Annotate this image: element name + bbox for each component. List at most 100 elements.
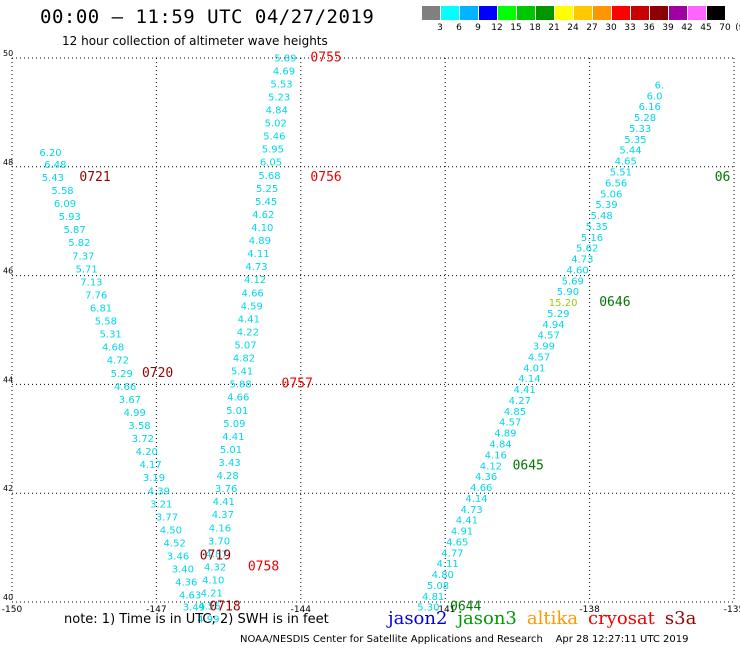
swh-value: 4.17 [139,460,161,471]
time-label: 0644 [450,600,481,615]
footer-note: note: 1) Time is in UTC; 2) SWH is in fe… [64,612,329,627]
swh-value: 4.66 [242,288,264,299]
swh-value: 5.87 [63,225,85,236]
swh-value: 4.12 [244,275,266,286]
swh-value: 4.41 [238,314,260,325]
time-label: 0718 [209,600,240,615]
swh-value: 5.23 [268,92,290,103]
swh-value: 4.41 [213,497,235,508]
swh-value: 5.43 [42,173,64,184]
swh-value: 4.85 [504,407,526,418]
swh-value: 4.56 [198,602,220,613]
swh-value: 5.48 [591,211,613,222]
swh-value: 4.10 [202,576,224,587]
swh-value: 4.72 [107,356,129,367]
swh-value: 4.94 [542,320,564,331]
legend-swatch [555,6,574,20]
swh-value: 4.69 [273,66,295,77]
swh-value: 4.11 [247,249,269,260]
swh-value: 3.76 [215,484,237,495]
swh-value: 4.27 [509,396,531,407]
swh-value: 4.11 [436,559,458,570]
swh-value: 5.01 [220,445,242,456]
legend-label: 30 [605,23,617,33]
swh-value: 4.20 [136,447,158,458]
y-tick-label: 40 [3,593,13,602]
swh-value: 6.16 [639,102,661,113]
swh-value: 5.62 [576,244,598,255]
satellite-cryosat: cryosat [588,608,655,629]
time-label: 0646 [599,295,630,310]
swh-value: 3.72 [132,434,154,445]
swh-value: 5.07 [234,340,256,351]
swh-value: 4.57 [499,418,521,429]
swh-value: 4.73 [461,505,483,516]
satellite-jason3: jason3 [457,608,517,629]
x-tick-label: -147 [146,605,166,615]
legend-swatch [536,6,555,20]
satellite-legend: jason2 jason3 altika cryosat s3a [388,608,706,629]
legend-label: 6 [456,23,462,33]
y-tick-label: 44 [3,375,13,384]
swh-value: 4.50 [160,525,182,536]
swh-value: 3.99 [533,342,555,353]
swh-value: 5.25 [256,184,278,195]
swh-value: 4.68 [102,343,124,354]
swh-value: 7.76 [85,290,107,301]
swh-value: 4.65 [446,537,468,548]
swh-value: 6.48 [44,160,66,171]
swh-value: 4.21 [201,589,223,600]
swh-value: 5.89 [274,53,296,64]
swh-value: 4.84 [489,440,511,451]
swh-value: 4.91 [451,527,473,538]
swh-value: 4.16 [485,450,507,461]
time-label: 0755 [310,50,341,65]
swh-value: 3.40 [172,565,194,576]
legend-swatch [631,6,650,20]
x-tick-label: -150 [2,605,23,615]
legend-label: 33 [624,23,636,33]
time-label: 0758 [248,559,279,574]
swh-value: 3.46 [167,552,189,563]
swh-value: 5.28 [634,113,656,124]
swh-value: 3.43 [218,458,240,469]
swh-value: 4.37 [212,510,234,521]
time-label: 0757 [282,377,313,392]
swh-value: 5.93 [59,212,81,223]
legend-label: 24 [567,23,579,33]
x-tick-label: -138 [579,605,600,615]
legend-swatch [517,6,536,20]
swh-value: 3.49 [183,603,205,614]
legend-swatch [612,6,631,20]
swh-value: 5.90 [557,287,579,298]
swh-value: 4.73 [571,255,593,266]
swh-value: 4.36 [175,578,197,589]
swh-value: 3.70 [208,536,230,547]
swh-value: 4.81 [422,592,444,603]
swh-value: 4.28 [217,471,239,482]
swh-value: 5.16 [581,233,603,244]
swh-value: 7.37 [72,251,94,262]
legend-label: 18 [529,23,541,33]
y-tick-label: 48 [3,158,13,167]
swh-value: 4.57 [538,331,560,342]
swh-value: 5.08 [427,581,449,592]
satellite-jason2: jason2 [388,608,448,629]
swh-value: 4.14 [518,374,540,385]
satellite-altika: altika [526,608,578,629]
swh-value: 5.29 [547,309,569,320]
credit-line: NOAA/NESDIS Center for Satellite Applica… [240,634,689,645]
swh-value: 4.14 [465,494,487,505]
legend-swatch [669,6,688,20]
legend-swatch [688,6,707,20]
swh-value: 4.89 [494,429,516,440]
swh-value: 15.20 [549,298,578,309]
swh-value: 4.99 [197,615,219,626]
time-label: 0756 [310,170,341,185]
swh-value: 4.36 [475,472,497,483]
swh-value: 3.21 [150,499,172,510]
swh-value: 5.46 [263,132,285,143]
swh-value: 5.44 [619,146,641,157]
swh-value: 4.52 [164,539,186,550]
